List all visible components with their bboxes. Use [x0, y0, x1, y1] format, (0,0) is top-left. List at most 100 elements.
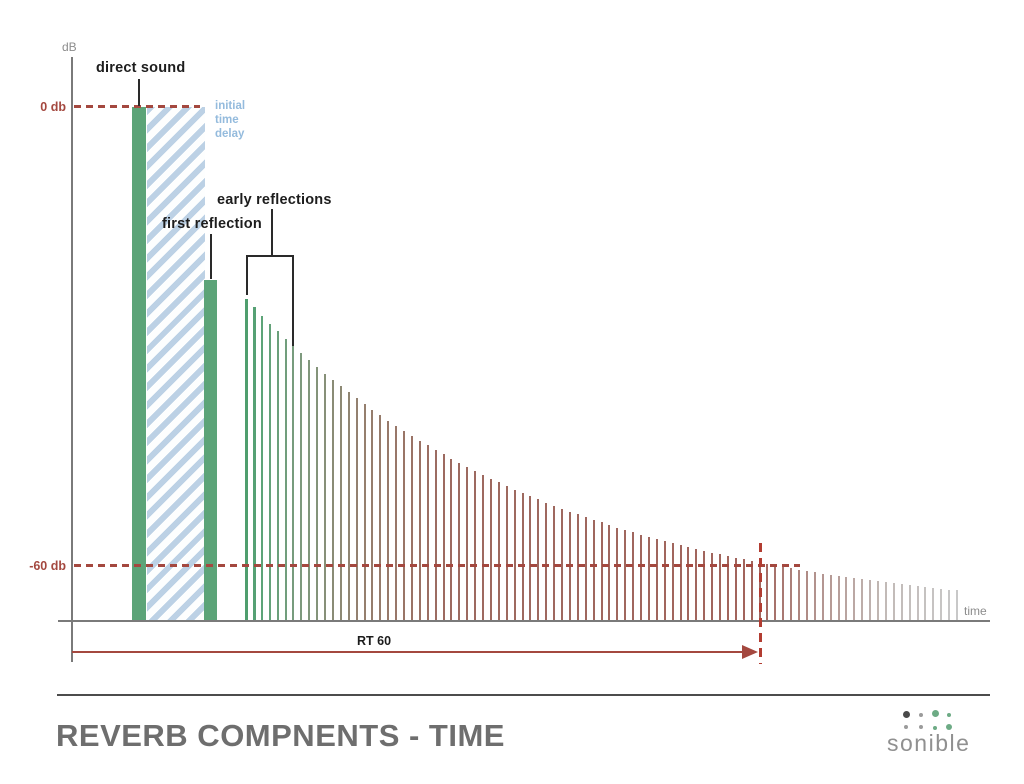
decay-bar — [529, 496, 532, 620]
decay-bar — [410, 435, 413, 620]
logo-dot — [933, 726, 937, 730]
logo-dot — [931, 709, 939, 717]
decay-bar — [316, 367, 319, 620]
direct-sound-label: direct sound — [96, 60, 186, 76]
decay-bar — [592, 519, 595, 620]
decay-bar — [395, 425, 398, 620]
decay-bar — [640, 534, 642, 620]
initial-time-delay-label: initial time delay — [215, 99, 245, 141]
decay-bar — [284, 338, 287, 620]
decay-bar — [347, 392, 350, 620]
decay-bar — [608, 525, 611, 620]
decay-bar — [260, 315, 263, 620]
decay-bar — [489, 478, 492, 620]
decay-bar — [505, 486, 508, 620]
decay-bar — [766, 564, 769, 620]
decay-bar — [805, 571, 808, 620]
decay-bar — [576, 514, 579, 620]
decay-bar — [956, 590, 958, 620]
decay-bar — [600, 522, 603, 620]
decay-bar — [687, 547, 690, 620]
decay-bar — [363, 404, 366, 620]
decay-bar — [837, 575, 840, 620]
decay-bar — [813, 572, 816, 620]
decay-bar — [924, 587, 927, 620]
decay-bar — [458, 462, 461, 620]
decay-bar — [892, 583, 895, 620]
page-title: REVERB COMPNENTS - TIME — [56, 718, 505, 753]
zero-db-dashed-line — [74, 105, 200, 108]
decay-bar — [829, 574, 832, 620]
decay-bar — [798, 569, 800, 620]
early-reflections-label: early reflections — [217, 192, 332, 208]
decay-bar — [442, 454, 445, 620]
footer-divider-line — [57, 694, 990, 696]
initial-time-delay-hatch — [147, 107, 205, 620]
x-axis-line — [58, 620, 990, 622]
first-reflection-pointer-line — [210, 234, 212, 279]
decay-bar — [324, 373, 326, 620]
decay-bar — [703, 550, 706, 620]
decay-bar — [497, 482, 500, 620]
logo-dot — [902, 710, 910, 718]
decay-bar — [624, 529, 627, 620]
decay-bar — [545, 502, 548, 620]
decay-bar — [300, 353, 303, 620]
decay-bar — [750, 561, 753, 620]
decay-bar — [900, 584, 903, 620]
decay-bar — [734, 557, 737, 620]
decay-bar — [663, 541, 666, 620]
decay-bar — [782, 566, 785, 620]
decay-bar — [884, 582, 887, 620]
decay-bar — [379, 415, 382, 620]
decay-bar — [774, 565, 777, 620]
decay-bar — [877, 581, 879, 620]
decay-bar — [908, 585, 911, 620]
rt60-crossing-marker-line — [759, 543, 762, 664]
x-axis-label: time — [964, 604, 987, 618]
decay-bar — [252, 307, 256, 620]
early-reflections-bracket-left-leg — [246, 255, 248, 295]
logo-dot — [919, 713, 923, 717]
rt60-arrowhead-icon — [742, 645, 758, 659]
early-reflections-bracket-bar — [246, 255, 293, 257]
decay-bar — [387, 420, 390, 620]
logo-dot — [947, 713, 951, 717]
decay-bar — [450, 458, 453, 620]
decay-bar — [292, 346, 295, 620]
zero-db-label: 0 db — [40, 100, 66, 114]
decay-bar — [742, 559, 745, 620]
first-reflection-label: first reflection — [162, 216, 262, 232]
decay-bar — [553, 505, 556, 620]
first-reflection-bar — [204, 280, 217, 620]
decay-bar — [869, 580, 872, 620]
early-reflections-bracket-stem — [271, 209, 273, 256]
itd-line-1: initial — [215, 100, 246, 112]
decay-bar — [268, 323, 271, 620]
sonible-logo-text: sonible — [887, 730, 971, 756]
decay-bar — [276, 331, 279, 620]
decay-bar — [466, 467, 469, 620]
decay-bar — [434, 449, 437, 620]
decay-bar — [403, 430, 405, 620]
decay-bar — [371, 409, 374, 620]
logo-dot — [919, 725, 923, 729]
decay-bar — [426, 445, 429, 620]
decay-bar — [790, 568, 793, 620]
minus60-db-label: -60 db — [29, 559, 66, 573]
decay-bar — [513, 489, 516, 620]
decay-bar — [418, 440, 421, 620]
decay-bar — [474, 471, 477, 620]
decay-bar — [719, 554, 721, 620]
rt60-label: RT 60 — [357, 634, 392, 648]
decay-bar — [861, 579, 864, 620]
decay-bar — [632, 532, 635, 620]
y-axis-label: dB — [62, 40, 77, 54]
logo-dot — [945, 723, 953, 731]
decay-bar — [616, 527, 619, 620]
decay-bar — [916, 586, 919, 620]
decay-bar — [679, 545, 682, 620]
direct-sound-pointer-line — [138, 79, 140, 106]
decay-bar — [853, 578, 856, 620]
